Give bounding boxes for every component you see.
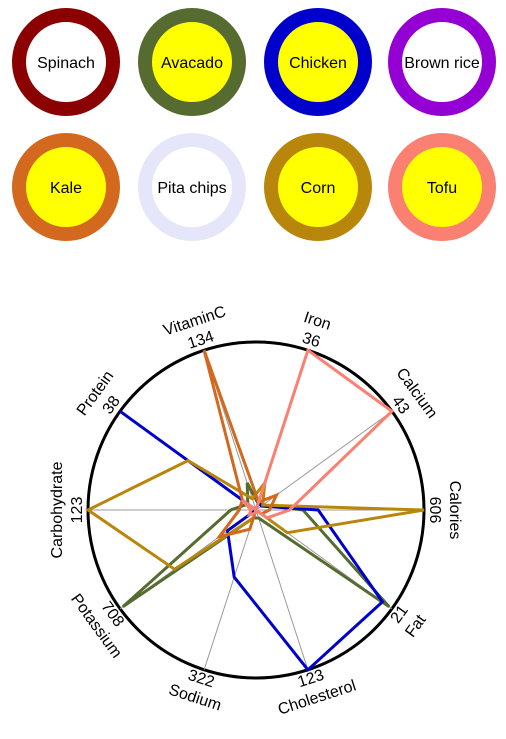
radar-series (85, 347, 425, 672)
axis-name: Sodium (166, 682, 223, 715)
legend-swatch (12, 8, 120, 116)
legend-label: Pita chips (157, 180, 226, 197)
series-kale (202, 349, 280, 540)
axis-name: Carbohydrate (49, 461, 66, 558)
spoke-sodium (203, 509, 257, 670)
axis-max-value: 36 (300, 330, 322, 352)
legend-swatch (138, 8, 246, 116)
spoke-cholesterol (255, 509, 309, 670)
legend-label: Brown rice (404, 55, 480, 72)
legend-label: Kale (50, 180, 82, 197)
legend-swatch (138, 133, 246, 241)
food-legend: Spinach Avacado Chicken Brown rice Kale Pita … (12, 8, 496, 241)
legend-swatch (12, 133, 120, 241)
series-corn (85, 458, 425, 572)
axis-calories: 606 Calories (426, 481, 463, 540)
axis-name: Calories (446, 481, 463, 540)
legend-swatch (388, 8, 496, 116)
series-tofu (241, 347, 395, 520)
legend-item-corn: Corn (264, 133, 372, 241)
axis-max-value: 123 (69, 497, 86, 524)
legend-label: Chicken (289, 55, 347, 72)
legend-item-pita-chips: Pita chips (138, 133, 246, 241)
series-avacado (121, 482, 391, 609)
radar-plot: 606 Calories21Fat123Cholesterol322Sodium7… (49, 303, 463, 718)
legend-swatch (264, 8, 372, 116)
legend-label: Corn (301, 180, 336, 197)
legend-item-brown-rice: Brown rice (388, 8, 496, 116)
legend-item-avacado: Avacado (138, 8, 246, 116)
legend-item-spinach: Spinach (12, 8, 120, 116)
legend-label: Tofu (427, 180, 457, 197)
series-chicken (119, 410, 385, 672)
legend-item-tofu: Tofu (388, 133, 496, 241)
legend-item-kale: Kale (12, 133, 120, 241)
legend-item-chicken: Chicken (264, 8, 372, 116)
legend-label: Spinach (37, 55, 95, 72)
legend-swatch (264, 133, 372, 241)
legend-swatch (388, 133, 496, 241)
legend-label: Avacado (161, 55, 223, 72)
axis-max-value: 606 (426, 497, 443, 524)
